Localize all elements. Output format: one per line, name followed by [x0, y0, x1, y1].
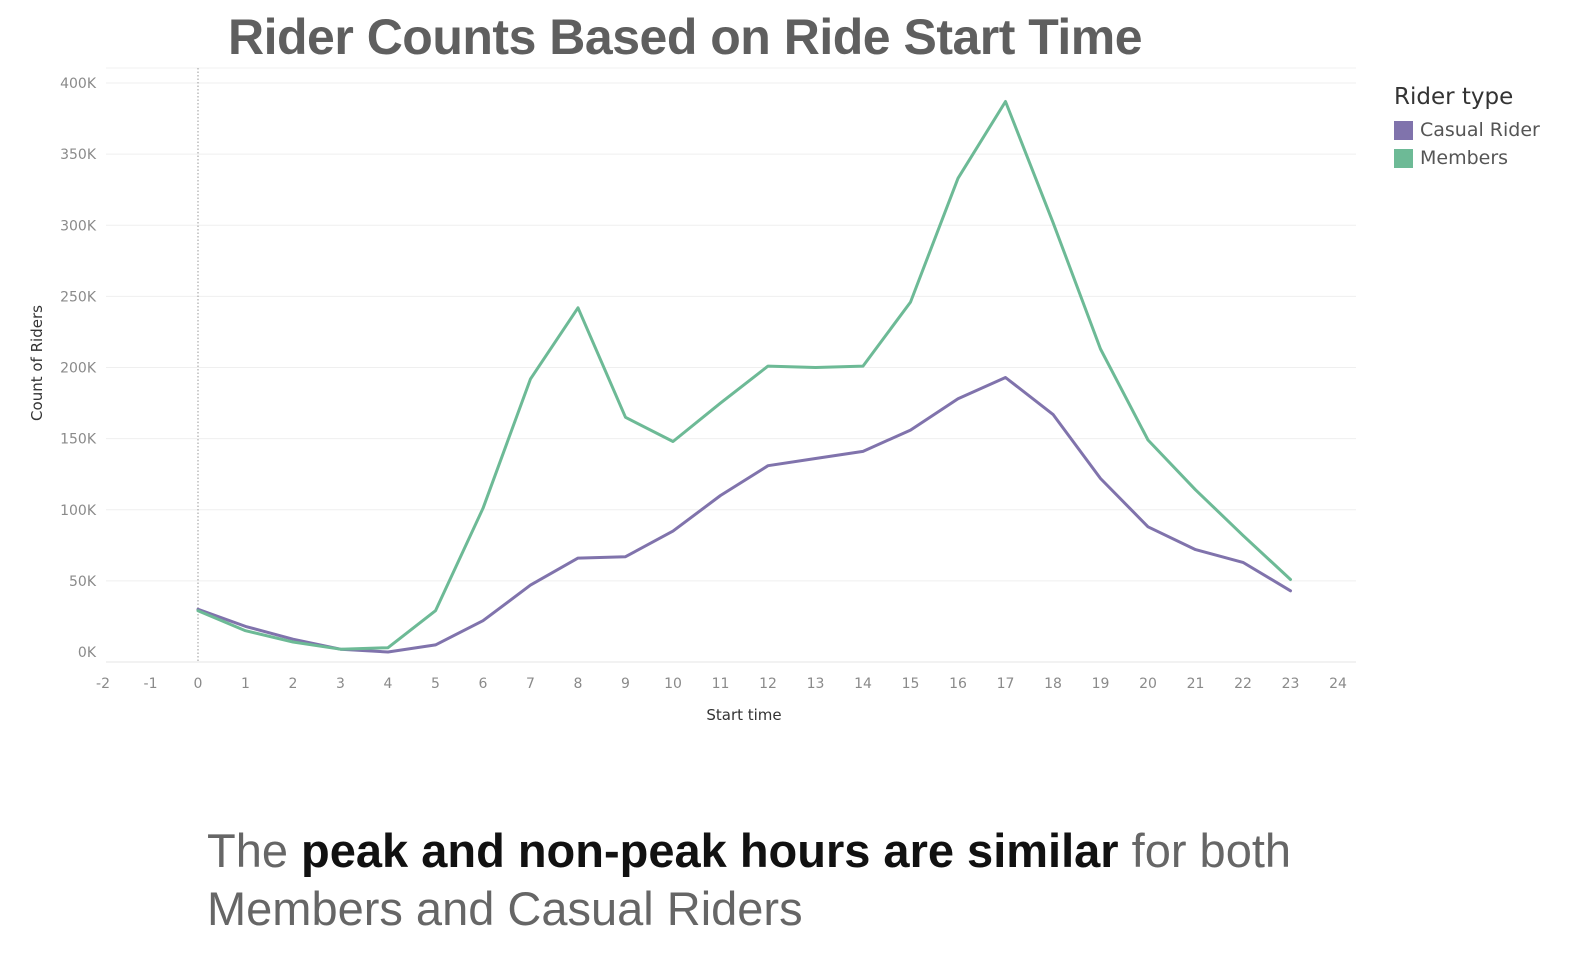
x-tick-label: 23 — [1282, 676, 1300, 692]
x-tick-label: 15 — [902, 676, 920, 692]
x-tick-label: 12 — [759, 676, 777, 692]
x-tick-label: 9 — [621, 676, 630, 692]
x-tick-label: 14 — [854, 676, 872, 692]
x-tick-label: 24 — [1329, 676, 1347, 692]
x-tick-label: 2 — [289, 676, 298, 692]
caption-prefix: The — [207, 824, 302, 877]
x-tick-label: 11 — [712, 676, 730, 692]
y-tick-label: 350K — [60, 147, 97, 163]
y-axis: 0K 50K 100K 150K 200K 250K 300K 350K 400K — [60, 76, 97, 661]
x-tick-label: 18 — [1044, 676, 1062, 692]
caption-suffix: for both Members and Casual Riders — [207, 824, 1292, 935]
y-tick-label: 250K — [60, 289, 97, 305]
x-tick-label: 17 — [997, 676, 1015, 692]
x-tick-label: 20 — [1139, 676, 1157, 692]
x-tick-label: 13 — [807, 676, 825, 692]
gridlines — [106, 67, 1356, 582]
y-tick-label: 50K — [69, 574, 97, 590]
legend-swatch-casual-rider — [1394, 120, 1413, 140]
x-tick-label: 4 — [384, 676, 393, 692]
x-tick-label: 3 — [336, 676, 345, 692]
x-tick-label: -2 — [96, 676, 110, 692]
x-tick-label: -1 — [144, 676, 158, 692]
x-tick-label: 7 — [526, 676, 535, 692]
chart-title: Rider Counts Based on Ride Start Time — [228, 9, 1143, 65]
y-tick-label: 400K — [60, 76, 97, 92]
x-tick-label: 19 — [1092, 676, 1110, 692]
y-tick-label: 300K — [60, 218, 97, 234]
y-tick-label: 0K — [78, 645, 97, 661]
series-line-casual-rider — [196, 376, 1292, 654]
x-tick-label: 8 — [574, 676, 583, 692]
x-axis: -2 -1 0 1 2 3 4 5 6 7 8 9 10 11 12 13 14 15 16 17 18 19 20 21 22… — [96, 661, 1356, 692]
legend-title: Rider type — [1394, 84, 1514, 110]
legend-item-members: Members — [1394, 144, 1540, 172]
x-axis-title: Start time — [706, 706, 781, 724]
legend-label-members: Members — [1420, 147, 1509, 169]
caption: The peak and non-peak hours are similar … — [207, 822, 1407, 938]
series-lines — [196, 100, 1292, 654]
x-tick-label: 6 — [479, 676, 488, 692]
y-tick-label: 150K — [60, 432, 97, 448]
x-tick-label: 1 — [241, 676, 250, 692]
legend: Rider type Casual Rider Members — [1394, 84, 1540, 172]
line-chart: -2 -1 0 1 2 3 4 5 6 7 8 9 10 11 12 13 14 15 16 17 18 19 20 21 22… — [28, 67, 1356, 724]
x-tick-label: 16 — [949, 676, 967, 692]
series-line-members — [196, 100, 1292, 651]
x-tick-label: 0 — [194, 676, 203, 692]
legend-item-casual-rider: Casual Rider — [1394, 116, 1540, 144]
legend-swatch-members — [1394, 148, 1413, 168]
legend-label-casual-rider: Casual Rider — [1420, 119, 1540, 141]
x-tick-label: 22 — [1234, 676, 1252, 692]
y-axis-title: Count of Riders — [28, 305, 46, 421]
x-tick-label: 10 — [664, 676, 682, 692]
y-tick-label: 200K — [60, 361, 97, 377]
y-tick-label: 100K — [60, 503, 97, 519]
x-tick-label: 5 — [431, 676, 440, 692]
x-tick-label: 21 — [1187, 676, 1205, 692]
caption-emphasis: peak and non-peak hours are similar — [301, 824, 1119, 877]
